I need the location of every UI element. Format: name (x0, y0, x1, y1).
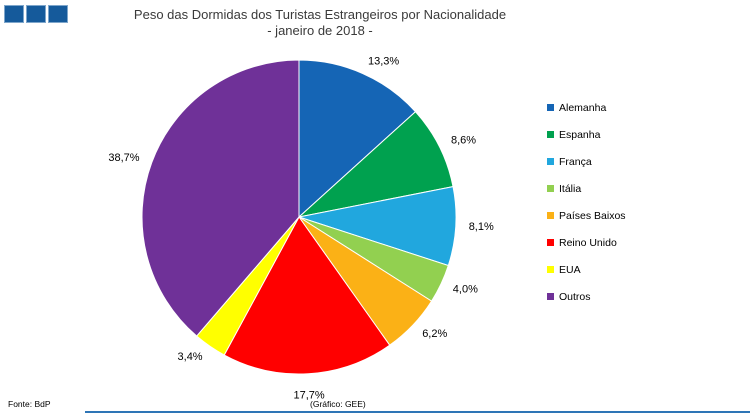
legend-swatch-espanha (547, 131, 554, 138)
legend-swatch-paises-baixos (547, 212, 554, 219)
legend-label: Reino Unido (559, 236, 617, 249)
pie-label-reino-unido: 17,7% (293, 390, 324, 402)
legend-swatch-reino-unido (547, 239, 554, 246)
logo-square (48, 5, 68, 23)
accent-line (85, 411, 750, 413)
legend-label: Alemanha (559, 101, 607, 114)
legend-item-paises-baixos: Países Baixos (547, 202, 626, 229)
graphic-credit: (Gráfico: GEE) (310, 399, 366, 409)
logo-square (4, 5, 24, 23)
pie-slice-outros (141, 59, 300, 337)
pie-label-paises-baixos: 6,2% (422, 328, 447, 340)
pie-slice-espanha (297, 110, 454, 218)
legend-swatch-franca (547, 158, 554, 165)
legend-item-franca: França (547, 148, 626, 175)
pie-label-italia: 4,0% (453, 283, 478, 295)
legend-label: EUA (559, 263, 581, 276)
pie-label-espanha: 8,6% (451, 135, 476, 147)
legend-label: Países Baixos (559, 209, 626, 222)
legend-label: França (559, 155, 592, 168)
legend-swatch-outros (547, 293, 554, 300)
legend-label: Espanha (559, 128, 601, 141)
legend-item-italia: Itália (547, 175, 626, 202)
pie-label-alemanha: 13,3% (368, 56, 399, 68)
pie-label-franca: 8,1% (469, 221, 494, 233)
legend-swatch-italia (547, 185, 554, 192)
pie-slice-reino-unido (223, 216, 391, 375)
legend-label: Outros (559, 290, 591, 303)
chart-title: Peso das Dormidas dos Turistas Estrangei… (133, 7, 507, 22)
legend: Alemanha Espanha França Itália Países Baixos… (547, 94, 626, 310)
logo-squares (4, 5, 68, 23)
legend-item-eua: EUA (547, 256, 626, 283)
source-note: Fonte: BdP (8, 399, 51, 409)
logo-square (26, 5, 46, 23)
title-block: Peso das Dormidas dos Turistas Estrangei… (0, 7, 640, 39)
legend-item-alemanha: Alemanha (547, 94, 626, 121)
pie-slice-alemanha (298, 59, 417, 219)
legend-item-espanha: Espanha (547, 121, 626, 148)
chart-subtitle: - janeiro de 2018 - (267, 23, 373, 38)
legend-swatch-eua (547, 266, 554, 273)
legend-item-reino-unido: Reino Unido (547, 229, 626, 256)
pie-label-outros: 38,7% (108, 152, 139, 164)
legend-swatch-alemanha (547, 104, 554, 111)
legend-label: Itália (559, 182, 582, 195)
legend-item-outros: Outros (547, 283, 626, 310)
pie-label-eua: 3,4% (178, 351, 203, 363)
